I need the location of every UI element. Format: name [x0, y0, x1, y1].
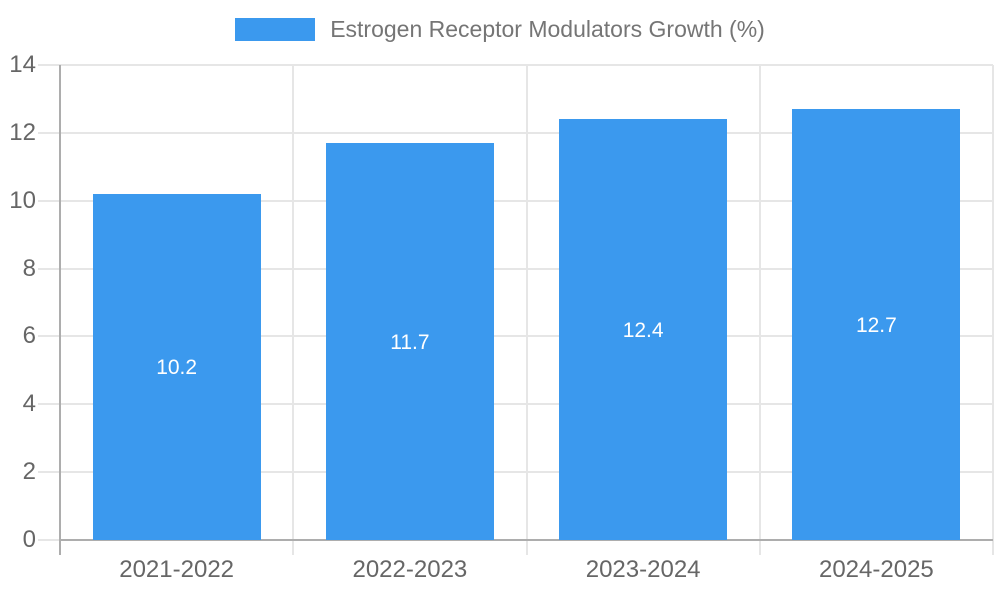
- bar[interactable]: 12.4: [559, 119, 728, 540]
- x-gridline: [758, 65, 761, 555]
- y-gridline: [38, 267, 993, 270]
- y-gridline: [38, 199, 993, 202]
- y-gridline: [38, 471, 993, 474]
- x-tick-label: 2022-2023: [352, 556, 468, 583]
- y-axis-line: [59, 65, 61, 555]
- bar-value-label: 11.7: [390, 330, 430, 354]
- x-tick-label: 2023-2024: [585, 556, 701, 583]
- x-tick-label: 2021-2022: [119, 556, 235, 583]
- x-gridline: [292, 65, 295, 555]
- bar[interactable]: 11.7: [325, 143, 494, 540]
- y-tick-label: 8: [22, 254, 36, 282]
- bar-value-label: 12.7: [855, 313, 897, 337]
- y-tick-label: 4: [22, 390, 36, 418]
- bar-value-label: 12.4: [622, 318, 664, 342]
- bar[interactable]: 12.7: [792, 109, 961, 540]
- y-tick-label: 2: [22, 458, 36, 486]
- y-gridline: [38, 64, 993, 66]
- legend-swatch: [235, 18, 316, 41]
- y-gridline: [38, 335, 993, 338]
- y-gridline: [38, 403, 993, 406]
- x-gridline: [525, 65, 528, 555]
- x-tick-label: 2024-2025: [818, 556, 934, 583]
- y-tick-label: 0: [22, 526, 36, 553]
- x-gridline: [992, 65, 994, 555]
- y-tick-label: 12: [9, 118, 36, 146]
- bar[interactable]: 10.2: [92, 193, 261, 540]
- y-tick-label: 14: [9, 51, 36, 78]
- y-tick-label: 10: [9, 186, 36, 214]
- legend-label: Estrogen Receptor Modulators Growth (%): [330, 16, 765, 42]
- y-tick-label: 6: [22, 322, 36, 350]
- chart-legend-item[interactable]: Estrogen Receptor Modulators Growth (%): [0, 16, 1000, 43]
- x-axis-line: [59, 539, 993, 541]
- bar-value-label: 10.2: [156, 355, 198, 379]
- y-gridline: [38, 131, 993, 134]
